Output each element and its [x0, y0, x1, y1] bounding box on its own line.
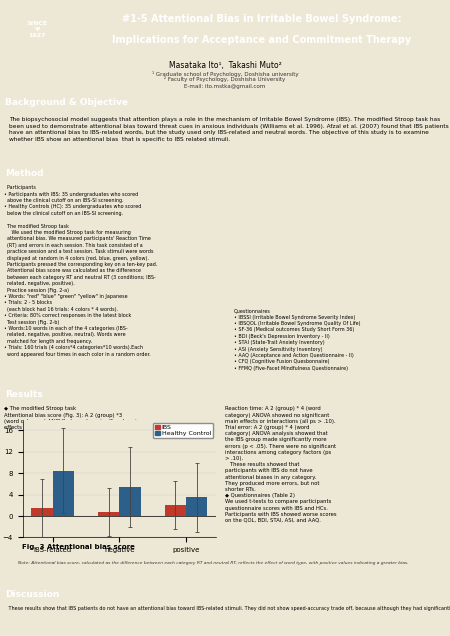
Text: Implications for Acceptance and Commitment Therapy: Implications for Acceptance and Commitme… — [112, 35, 412, 45]
Text: E-mail: ito.mstka@gmail.com: E-mail: ito.mstka@gmail.com — [184, 84, 266, 88]
Text: ¹ Graduate school of Psychology, Doshisha university: ¹ Graduate school of Psychology, Doshish… — [152, 71, 298, 77]
Text: Discussion: Discussion — [5, 590, 60, 599]
Bar — [53, 471, 74, 516]
Text: Method: Method — [5, 169, 44, 178]
Text: The biopsychosocial model suggests that attention plays a role in the mechanism : The biopsychosocial model suggests that … — [9, 117, 449, 142]
Bar — [32, 508, 53, 516]
Bar — [119, 487, 140, 516]
Text: #1-5 Attentional Bias in Irritable Bowel Syndrome:: #1-5 Attentional Bias in Irritable Bowel… — [122, 14, 402, 24]
Text: SINCE
Ψ
1927: SINCE Ψ 1927 — [27, 21, 48, 38]
Text: Reaction time: A 2 (group) * 4 (word
category) ANOVA showed no significant
main : Reaction time: A 2 (group) * 4 (word cat… — [225, 406, 337, 523]
Bar — [165, 506, 186, 516]
Legend: IBS, Healthy Control: IBS, Healthy Control — [153, 423, 213, 438]
Bar — [186, 497, 207, 516]
Text: These results show that IBS patients do not have an attentional bias toward IBS-: These results show that IBS patients do … — [4, 605, 450, 611]
Text: ◆ The modified Stroop task
Attentional bias score (Fig. 3): A 2 (group) *3
(word: ◆ The modified Stroop task Attentional b… — [4, 406, 140, 430]
Text: Results: Results — [5, 391, 43, 399]
Bar — [98, 512, 119, 516]
Text: Fig. 3 Attentional bias score: Fig. 3 Attentional bias score — [22, 544, 135, 550]
Text: Questionnaires
• IBSSI (Irritable Bowel Syndrome Severity Index)
• IBSQOL (Irrit: Questionnaires • IBSSI (Irritable Bowel … — [234, 308, 360, 371]
Text: Note: Attentional bias score, calculated as the difference between each category: Note: Attentional bias score, calculated… — [18, 561, 409, 565]
Text: Masataka Ito¹,  Takashi Muto²: Masataka Ito¹, Takashi Muto² — [169, 62, 281, 71]
Text: ² Faculty of Psychology, Doshisha University: ² Faculty of Psychology, Doshisha Univer… — [164, 76, 286, 83]
Text: Background & Objective: Background & Objective — [5, 98, 128, 107]
Text: Participants
• Participants with IBS: 35 undergraduates who scored
  above the c: Participants • Participants with IBS: 35… — [4, 185, 158, 357]
